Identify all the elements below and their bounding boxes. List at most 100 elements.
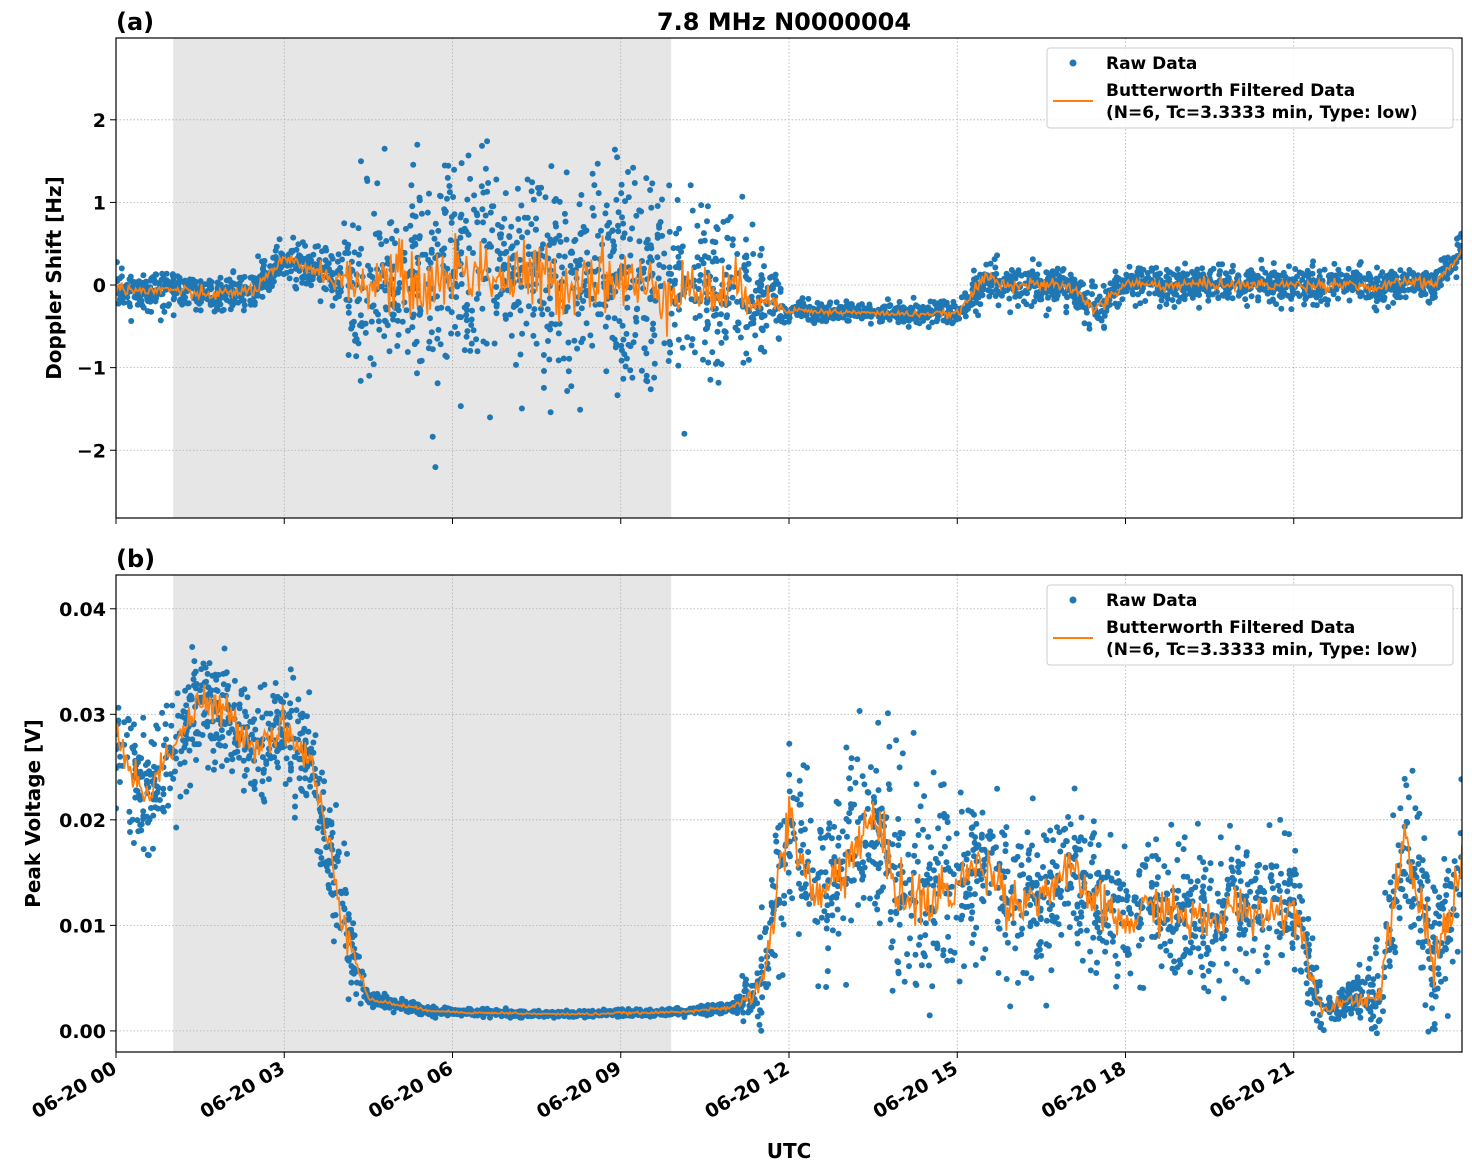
raw-data-point <box>907 935 913 941</box>
raw-data-point <box>1019 273 1025 279</box>
raw-data-point <box>417 358 423 364</box>
raw-data-point <box>701 230 707 236</box>
raw-data-point <box>1412 805 1418 811</box>
raw-data-point <box>148 805 154 811</box>
raw-data-point <box>260 294 266 300</box>
raw-data-point <box>1321 1027 1327 1033</box>
raw-data-point <box>1242 296 1248 302</box>
raw-data-point <box>1454 912 1460 918</box>
raw-data-point <box>627 236 633 242</box>
raw-data-point <box>797 778 803 784</box>
raw-data-point <box>843 982 849 988</box>
raw-data-point <box>658 219 664 225</box>
raw-data-point <box>627 253 633 259</box>
raw-data-point <box>1192 273 1198 279</box>
raw-data-point <box>1368 982 1374 988</box>
raw-data-point <box>434 336 440 342</box>
raw-data-point <box>499 224 505 230</box>
raw-data-point <box>1101 324 1107 330</box>
raw-data-point <box>433 221 439 227</box>
raw-data-point <box>892 307 898 313</box>
raw-data-point <box>252 302 258 308</box>
raw-data-point <box>1362 275 1368 281</box>
raw-data-point <box>425 257 431 263</box>
x-tick-label: 06-20 09 <box>533 1057 625 1123</box>
raw-data-point <box>1441 255 1447 261</box>
raw-data-point <box>1402 893 1408 899</box>
raw-data-point <box>466 232 472 238</box>
raw-data-point <box>348 980 354 986</box>
raw-data-point <box>1238 878 1244 884</box>
raw-data-point <box>650 326 656 332</box>
raw-data-point <box>996 302 1002 308</box>
raw-data-point <box>661 340 667 346</box>
raw-data-point <box>606 220 612 226</box>
raw-data-point <box>317 818 323 824</box>
raw-data-point <box>336 251 342 257</box>
raw-data-point <box>1102 949 1108 955</box>
raw-data-point <box>620 337 626 343</box>
raw-data-point <box>1350 287 1356 293</box>
raw-data-point <box>455 331 461 337</box>
raw-data-point <box>1416 940 1422 946</box>
raw-data-point <box>261 770 267 776</box>
raw-data-point <box>1087 873 1093 879</box>
raw-data-point <box>1144 856 1150 862</box>
raw-data-point <box>1278 306 1284 312</box>
raw-data-point <box>668 271 674 277</box>
raw-data-point <box>746 357 752 363</box>
raw-data-point <box>417 233 423 239</box>
raw-data-point <box>592 255 598 261</box>
raw-data-point <box>1284 888 1290 894</box>
raw-data-point <box>439 247 445 253</box>
raw-data-point <box>750 222 756 228</box>
raw-data-point <box>700 357 706 363</box>
raw-data-point <box>886 303 892 309</box>
raw-data-point <box>935 860 941 866</box>
raw-data-point <box>1196 305 1202 311</box>
raw-data-point <box>501 263 507 269</box>
raw-data-point <box>553 224 559 230</box>
raw-data-point <box>1080 958 1086 964</box>
raw-data-point <box>1244 849 1250 855</box>
raw-data-point <box>313 244 319 250</box>
raw-data-point <box>965 807 971 813</box>
raw-data-point <box>1048 967 1054 973</box>
raw-data-point <box>1105 873 1111 879</box>
raw-data-point <box>1390 812 1396 818</box>
raw-data-point <box>212 759 218 765</box>
raw-data-point <box>627 367 633 373</box>
raw-data-point <box>787 853 793 859</box>
y-tick-label: 0.01 <box>59 915 106 937</box>
raw-data-point <box>484 341 490 347</box>
raw-data-point <box>412 341 418 347</box>
raw-data-point <box>1113 984 1119 990</box>
raw-data-point <box>757 1022 763 1028</box>
raw-data-point <box>754 970 760 976</box>
raw-data-point <box>1386 897 1392 903</box>
raw-data-point <box>885 296 891 302</box>
raw-data-point <box>366 373 372 379</box>
raw-data-point <box>611 243 617 249</box>
raw-data-point <box>544 324 550 330</box>
raw-data-point <box>298 712 304 718</box>
raw-data-point <box>488 210 494 216</box>
raw-data-point <box>752 332 758 338</box>
raw-data-point <box>1217 268 1223 274</box>
raw-data-point <box>1096 842 1102 848</box>
raw-data-point <box>810 867 816 873</box>
raw-data-point <box>1277 934 1283 940</box>
raw-data-point <box>1455 949 1461 955</box>
raw-data-point <box>861 895 867 901</box>
raw-data-point <box>730 295 736 301</box>
raw-data-point <box>928 844 934 850</box>
raw-data-point <box>168 771 174 777</box>
raw-data-point <box>1458 243 1464 249</box>
raw-data-point <box>405 349 411 355</box>
raw-data-point <box>656 275 662 281</box>
raw-data-point <box>411 312 417 318</box>
raw-data-point <box>632 180 638 186</box>
raw-data-point <box>750 314 756 320</box>
raw-data-point <box>1425 273 1431 279</box>
